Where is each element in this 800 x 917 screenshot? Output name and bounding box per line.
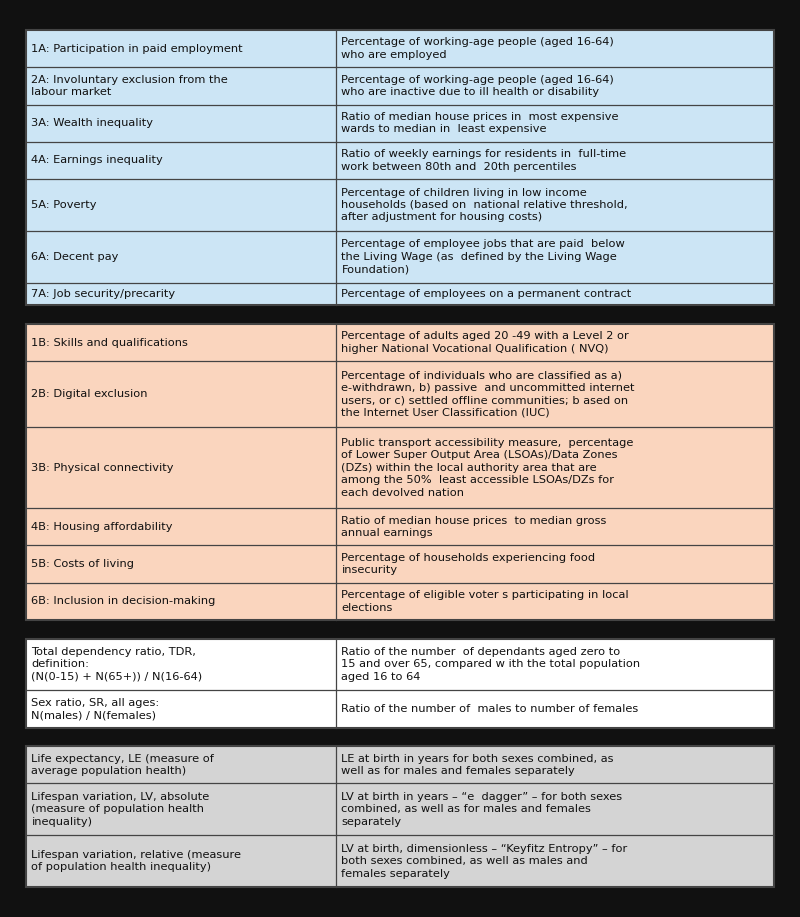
Text: Percentage of employees on a permanent contract: Percentage of employees on a permanent c… [342,289,632,299]
Text: Percentage of employee jobs that are paid  below
the Living Wage (as  defined by: Percentage of employee jobs that are pai… [342,239,626,274]
Text: Ratio of median house prices  to median gross
annual earnings: Ratio of median house prices to median g… [342,515,607,538]
Text: 3A: Wealth inequality: 3A: Wealth inequality [31,118,154,128]
Text: 2A: Involuntary exclusion from the
labour market: 2A: Involuntary exclusion from the labou… [31,74,228,97]
Text: 4B: Housing affordability: 4B: Housing affordability [31,522,173,532]
Bar [26,30,774,305]
Text: Lifespan variation, LV, absolute
(measure of population health
inequality): Lifespan variation, LV, absolute (measur… [31,792,210,827]
Bar [26,324,774,620]
Text: Ratio of the number  of dependants aged zero to
15 and over 65, compared w ith t: Ratio of the number of dependants aged z… [342,647,641,682]
Text: Percentage of adults aged 20 -49 with a Level 2 or
higher National Vocational Qu: Percentage of adults aged 20 -49 with a … [342,331,630,354]
Text: Percentage of individuals who are classified as a)
e-withdrawn, b) passive  and : Percentage of individuals who are classi… [342,370,635,418]
Text: LE at birth in years for both sexes combined, as
well as for males and females s: LE at birth in years for both sexes comb… [342,754,614,776]
Text: 3B: Physical connectivity: 3B: Physical connectivity [31,463,174,473]
Text: Total dependency ratio, TDR,
definition:
(N(0-15) + N(65+)) / N(16-64): Total dependency ratio, TDR, definition:… [31,647,202,682]
Text: 2B: Digital exclusion: 2B: Digital exclusion [31,390,148,399]
Text: 5B: Costs of living: 5B: Costs of living [31,559,134,569]
Text: Ratio of weekly earnings for residents in  full-time
work between 80th and  20th: Ratio of weekly earnings for residents i… [342,149,626,171]
Bar [26,746,774,887]
Text: LV at birth, dimensionless – “Keyfitz Entropy” – for
both sexes combined, as wel: LV at birth, dimensionless – “Keyfitz En… [342,844,628,878]
Bar [26,638,774,727]
Text: Percentage of working-age people (aged 16-64)
who are inactive due to ill health: Percentage of working-age people (aged 1… [342,74,614,97]
Bar [26,324,774,620]
Text: 7A: Job security/precarity: 7A: Job security/precarity [31,289,175,299]
Text: 1A: Participation in paid employment: 1A: Participation in paid employment [31,44,243,53]
Text: Sex ratio, SR, all ages:
N(males) / N(females): Sex ratio, SR, all ages: N(males) / N(fe… [31,698,160,720]
Text: Percentage of working-age people (aged 16-64)
who are employed: Percentage of working-age people (aged 1… [342,38,614,60]
Bar [26,746,774,887]
Text: LV at birth in years – “e  dagger” – for both sexes
combined, as well as for mal: LV at birth in years – “e dagger” – for … [342,792,622,827]
Text: 6A: Decent pay: 6A: Decent pay [31,251,118,261]
Text: 1B: Skills and qualifications: 1B: Skills and qualifications [31,337,188,348]
Text: Percentage of eligible voter s participating in local
elections: Percentage of eligible voter s participa… [342,591,629,613]
Text: Percentage of households experiencing food
insecurity: Percentage of households experiencing fo… [342,553,596,575]
Bar [26,30,774,305]
Bar [26,638,774,727]
Text: 6B: Inclusion in decision-making: 6B: Inclusion in decision-making [31,596,216,606]
Text: Lifespan variation, relative (measure
of population health inequality): Lifespan variation, relative (measure of… [31,850,242,872]
Text: Life expectancy, LE (measure of
average population health): Life expectancy, LE (measure of average … [31,754,214,776]
Text: 5A: Poverty: 5A: Poverty [31,200,97,210]
Text: 4A: Earnings inequality: 4A: Earnings inequality [31,155,163,165]
Text: Ratio of median house prices in  most expensive
wards to median in  least expens: Ratio of median house prices in most exp… [342,112,619,135]
Text: Percentage of children living in low income
households (based on  national relat: Percentage of children living in low inc… [342,187,628,222]
Text: Ratio of the number of  males to number of females: Ratio of the number of males to number o… [342,704,638,714]
Text: Public transport accessibility measure,  percentage
of Lower Super Output Area (: Public transport accessibility measure, … [342,438,634,498]
